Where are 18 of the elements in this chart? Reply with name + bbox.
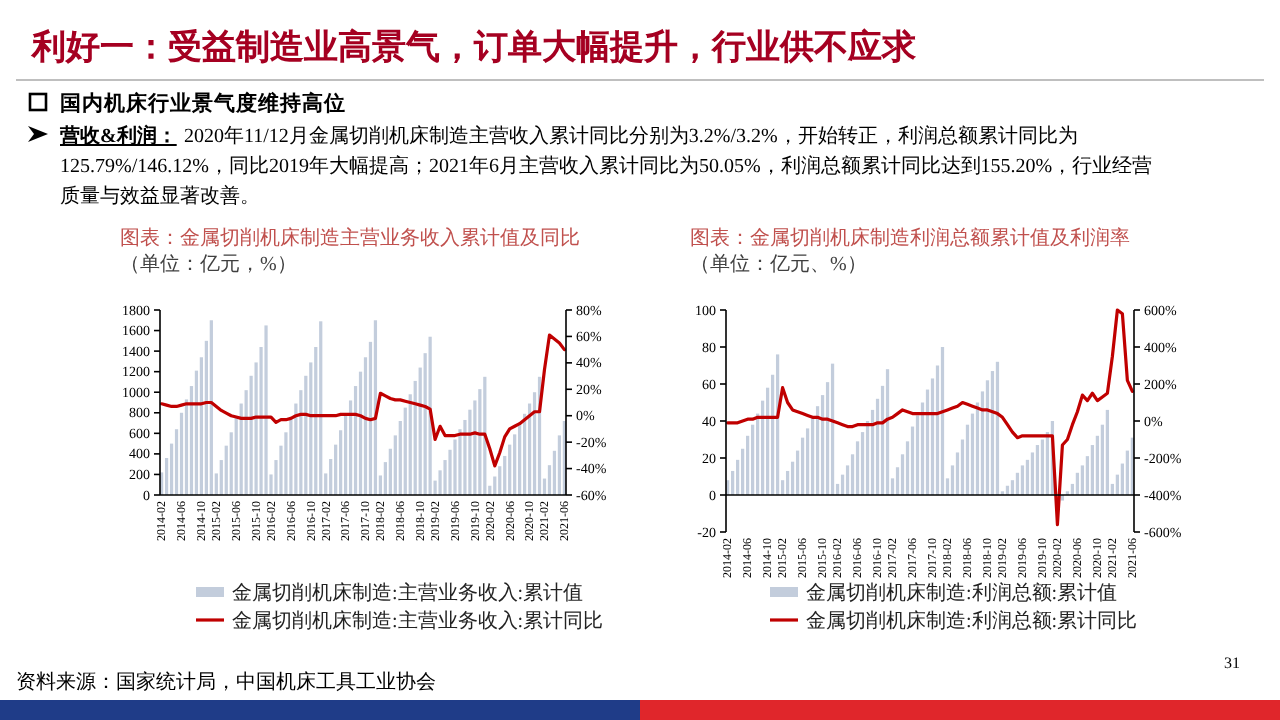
line-series [160,333,566,468]
text: 2020年11/12月金属切削机床制造主营收入累计同比分别为3.2%/3.2%，开始转正，利润总额累计同比为 [184,124,1078,148]
text: 质量与效益显著改善。 [60,184,260,208]
text: 资料来源：国家统计局，中国机床工具工业协会 [16,670,436,694]
chart-subtitle: （单位：亿元、%） [690,252,867,276]
legend-label: 金属切削机床制造:主营业务收入:累计值 [232,581,584,605]
legend-label: 金属切削机床制造:利润总额:累计同比 [806,609,1138,633]
line-series [726,308,1134,527]
legend-label: 金属切削机床制造:利润总额:累计值 [806,581,1118,605]
text: 31 [1224,654,1240,672]
text: 国内机床行业景气度维持高位 [60,90,346,116]
text: 125.79%/146.12%，同比2019年大幅提高；2021年6月主营收入累计同比为50.05%，利润总额累计同比达到155.20%，行业经营 [60,154,1153,178]
chart-title: 图表：金属切削机床制造主营业务收入累计值及同比 [120,226,580,250]
text: 营收&利润： [58,124,177,148]
legend-label: 金属切削机床制造:主营业务收入:累计同比 [232,609,604,633]
chart-title: 图表：金属切削机床制造利润总额累计值及利润率 [690,226,1130,250]
text: 利好一：受益制造业高景气，订单大幅提升，行业供不应求 [30,28,918,66]
chart-subtitle: （单位：亿元，%） [120,252,297,276]
